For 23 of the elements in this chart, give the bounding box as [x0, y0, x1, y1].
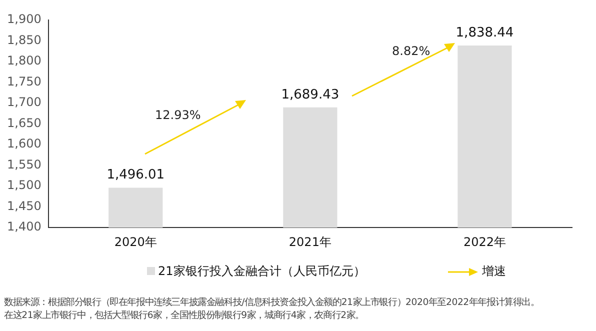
- annotation: 12.93%: [155, 108, 201, 122]
- y-tick-label: 1,850: [6, 32, 42, 47]
- x-tick-label: 2021年: [288, 234, 332, 249]
- y-tick-label: 1,450: [6, 198, 42, 213]
- text: 在这21家上市银行中，包括大型银行6家，全国性股份制银行9家，城商行4家，农商行2家。: [4, 309, 365, 322]
- y-tick-label: 1,750: [6, 74, 42, 88]
- y-tick-label: 1,800: [6, 54, 42, 68]
- y-tick-label: 1,500: [6, 178, 42, 192]
- text: 1,689.43: [281, 87, 340, 102]
- y-tick-label: 1,600: [6, 136, 42, 151]
- text: 1,496.01: [106, 168, 165, 183]
- x-tick-label: 2020年: [114, 234, 157, 249]
- y-tick-label: 1,650: [6, 116, 42, 130]
- text: 1,838.44: [456, 25, 514, 40]
- text: 增速: [482, 263, 506, 280]
- legend-label: 21家银行投入金融合计（人民币亿元）: [158, 263, 366, 280]
- source-note: 数据来源：根据部分银行（即在年报中连续三年披露金融科技/信息科技资金投入金额的21家上市银行）2020年至2022年年报计算得出。: [4, 296, 540, 309]
- x-tick-label: 2022年: [463, 234, 506, 249]
- y-tick-label: 1,900: [6, 12, 42, 26]
- annotation: 8.82%: [392, 44, 430, 58]
- y-tick-label: 1,400: [6, 220, 42, 234]
- y-tick-label: 1,550: [6, 157, 42, 172]
- y-tick-label: 1,700: [6, 95, 42, 110]
